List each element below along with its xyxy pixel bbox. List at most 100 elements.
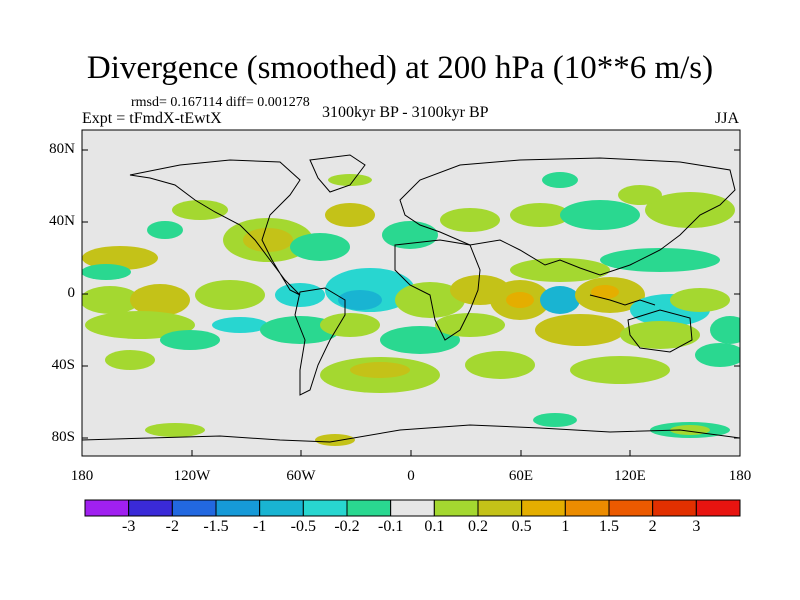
field-patch — [542, 172, 578, 188]
field-patch — [670, 288, 730, 312]
colorbar-label: -1 — [252, 518, 267, 535]
field-patch — [591, 285, 619, 299]
colorbar-box — [477, 499, 523, 517]
field-patch — [82, 264, 131, 280]
lat-label: 80S — [51, 429, 75, 445]
coastline-antarctica — [82, 424, 740, 443]
field-patch — [130, 284, 190, 316]
field-patch — [325, 203, 375, 227]
coastline-europe-asia — [399, 157, 736, 276]
field-patch — [338, 290, 382, 310]
map-title: Divergence (smoothed) at 200 hPa (10**6 … — [86, 50, 714, 86]
stats-label: rmsd= 0.167114 diff= 0.001278 — [131, 95, 310, 110]
lon-label: 120W — [173, 468, 211, 484]
divergence-field — [82, 172, 740, 446]
field-patch — [533, 413, 577, 427]
field-patch — [510, 203, 570, 227]
colorbar-label: 0.5 — [511, 518, 532, 535]
colorbar-box — [695, 499, 741, 517]
period-label: 3100kyr BP - 3100kyr BP — [322, 104, 489, 121]
coastline-australia — [627, 309, 693, 353]
field-patch — [82, 286, 140, 314]
field-patch — [600, 248, 720, 272]
field-patch — [395, 282, 465, 318]
field-patch — [710, 316, 740, 344]
coastline-south-america — [294, 287, 346, 396]
coastline-indonesia — [589, 294, 656, 306]
colorbar-box — [259, 499, 304, 517]
field-patch — [172, 200, 228, 220]
colorbar-box — [171, 499, 217, 517]
colorbar-box — [215, 499, 261, 517]
field-patch — [105, 350, 155, 370]
field-patch — [435, 313, 505, 337]
lat-ticks — [82, 149, 740, 439]
field-patch — [620, 321, 700, 349]
field-patch — [328, 174, 372, 186]
field-patch — [320, 313, 380, 337]
field-patch — [510, 258, 610, 282]
lon-label: 0 — [407, 468, 415, 484]
colorbar-box — [84, 499, 130, 517]
lat-label: 40N — [49, 213, 75, 229]
field-patch — [350, 362, 410, 378]
lon-label: 120E — [614, 468, 646, 484]
colorbar-box — [390, 499, 435, 517]
lon-label: 180 — [70, 468, 94, 484]
colorbar — [84, 499, 741, 517]
colorbar-label: 0.2 — [468, 518, 488, 535]
field-patch — [195, 280, 265, 310]
colorbar-box — [302, 499, 348, 517]
lon-label: 180 — [728, 468, 752, 484]
field-patch — [645, 192, 735, 228]
colorbar-label: 3 — [692, 518, 701, 535]
colorbar-label: -0.2 — [334, 518, 360, 535]
field-patch — [465, 351, 535, 379]
experiment-label: Expt = tFmdX-tEwtX — [82, 110, 222, 127]
field-patch — [243, 228, 293, 252]
field-patch — [570, 356, 670, 384]
season-label: JJA — [715, 110, 740, 127]
colorbar-label: 1 — [561, 518, 570, 535]
field-patch — [540, 286, 580, 314]
field-patch — [212, 317, 268, 333]
field-patch — [260, 316, 340, 344]
colorbar-label: -0.5 — [290, 518, 316, 535]
field-patch — [85, 311, 195, 339]
field-patch — [145, 423, 205, 437]
field-patch — [560, 200, 640, 230]
lon-label: 60W — [286, 468, 316, 484]
lat-label: 0 — [67, 285, 76, 301]
colorbar-box — [346, 499, 392, 517]
colorbar-label: -2 — [165, 518, 179, 535]
colorbar-label: -0.1 — [377, 518, 404, 535]
field-patch — [695, 343, 740, 367]
field-patch — [380, 326, 460, 354]
field-patch — [160, 330, 220, 350]
colorbar-label: 2 — [648, 518, 657, 535]
coastline-north-america — [129, 159, 301, 296]
field-patch — [535, 314, 625, 346]
colorbar-label: 0.1 — [424, 518, 445, 535]
colorbar-box — [564, 499, 610, 517]
field-patch — [82, 246, 158, 270]
coastline-africa — [394, 239, 481, 341]
lon-ticks — [81, 450, 741, 456]
coastlines — [82, 154, 740, 443]
colorbar-label: -3 — [121, 518, 136, 535]
colorbar-box — [608, 499, 654, 517]
colorbar-box — [433, 499, 479, 517]
colorbar-box — [521, 499, 566, 517]
colorbar-box — [652, 499, 697, 517]
lon-label: 60E — [508, 468, 534, 484]
field-patch — [440, 208, 500, 232]
field-patch — [147, 221, 183, 239]
colorbar-label: -1.5 — [203, 518, 229, 535]
colorbar-label: 1.5 — [599, 518, 619, 535]
field-patch — [618, 185, 662, 205]
field-patch — [290, 233, 350, 261]
field-patch — [315, 434, 355, 446]
coastline-greenland — [309, 154, 366, 193]
colorbar-box — [128, 499, 173, 517]
